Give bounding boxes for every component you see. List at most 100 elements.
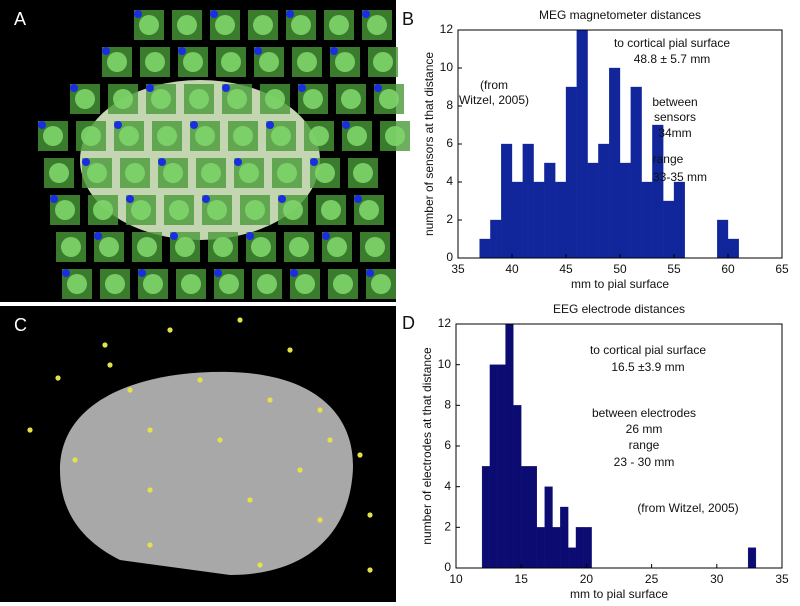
- sensor-disc: [221, 52, 241, 72]
- electrode: [367, 567, 373, 573]
- annotation: to cortical pial surface: [590, 343, 706, 357]
- sensor-disc: [239, 163, 259, 183]
- sensor-disc: [139, 15, 159, 35]
- bar: [641, 181, 653, 259]
- bar: [501, 143, 513, 259]
- bar: [544, 486, 553, 569]
- sensor-disc: [289, 237, 309, 257]
- sensor-point: [374, 84, 382, 92]
- bar: [490, 219, 502, 259]
- panel-label: B: [402, 9, 414, 29]
- sensor-point: [138, 269, 146, 277]
- sensor-disc: [371, 274, 391, 294]
- y-tick-label: 12: [440, 22, 454, 36]
- bar: [630, 86, 642, 259]
- sensor-disc: [169, 200, 189, 220]
- x-tick-label: 15: [515, 572, 529, 586]
- annotation: 26 mm: [626, 422, 663, 436]
- bar: [583, 527, 592, 569]
- sensor-disc: [99, 237, 119, 257]
- sensor-disc: [183, 52, 203, 72]
- sensor-disc: [257, 274, 277, 294]
- y-tick-label: 0: [444, 560, 451, 574]
- y-tick-label: 2: [446, 212, 453, 226]
- electrode: [102, 342, 108, 348]
- sensor-disc: [113, 89, 133, 109]
- bar: [552, 527, 561, 569]
- sensor-point: [158, 158, 166, 166]
- sensor-point: [170, 232, 178, 240]
- sensor-point: [298, 84, 306, 92]
- sensor-disc: [227, 89, 247, 109]
- bar: [479, 238, 491, 259]
- electrode: [257, 562, 263, 568]
- sensor-point: [190, 121, 198, 129]
- sensor-disc: [163, 163, 183, 183]
- sensor-point: [366, 269, 374, 277]
- y-tick-label: 8: [446, 98, 453, 112]
- sensor-point: [310, 158, 318, 166]
- bar: [521, 466, 530, 569]
- brain: [60, 371, 353, 575]
- sensor-point: [38, 121, 46, 129]
- electrode: [317, 407, 323, 413]
- x-tick-label: 50: [613, 262, 627, 276]
- sensor-disc: [157, 126, 177, 146]
- sensor-disc: [329, 15, 349, 35]
- y-tick-label: 12: [438, 316, 452, 330]
- bar: [747, 547, 757, 569]
- sensor-disc: [125, 163, 145, 183]
- sensor-point: [62, 269, 70, 277]
- sensor-point: [202, 195, 210, 203]
- sensor-disc: [61, 237, 81, 257]
- bar: [536, 527, 545, 569]
- y-tick-label: 10: [440, 60, 454, 74]
- y-tick-label: 6: [446, 136, 453, 150]
- annotation: 48.8 ± 5.7 mm: [634, 52, 711, 66]
- annotation: sensors: [654, 110, 696, 124]
- sensor-disc: [277, 163, 297, 183]
- sensor-point: [322, 232, 330, 240]
- bar: [652, 124, 664, 259]
- electrode: [327, 437, 333, 443]
- sensor-point: [266, 121, 274, 129]
- sensor-point: [178, 47, 186, 55]
- bar: [555, 181, 567, 259]
- sensor-point: [278, 195, 286, 203]
- annotation: between electrodes: [592, 406, 696, 420]
- annotation: range: [629, 438, 660, 452]
- bar: [522, 143, 534, 259]
- electrode: [297, 467, 303, 473]
- sensor-disc: [379, 89, 399, 109]
- electrode: [167, 327, 173, 333]
- y-tick-label: 10: [438, 357, 452, 371]
- electrode: [357, 452, 363, 458]
- sensor-disc: [335, 52, 355, 72]
- sensor-disc: [189, 89, 209, 109]
- electrode: [72, 457, 78, 463]
- sensor-disc: [105, 274, 125, 294]
- bar: [497, 364, 506, 569]
- sensor-point: [246, 232, 254, 240]
- sensor-disc: [107, 52, 127, 72]
- bar: [609, 67, 621, 259]
- sensor-disc: [75, 89, 95, 109]
- electrode: [27, 427, 33, 433]
- sensor-point: [134, 10, 142, 18]
- electrode: [147, 487, 153, 493]
- annotation: (from Witzel, 2005): [637, 501, 738, 515]
- sensor-point: [50, 195, 58, 203]
- bar: [673, 181, 685, 259]
- electrode: [55, 375, 61, 381]
- sensor-disc: [67, 274, 87, 294]
- chart-title: EEG electrode distances: [553, 302, 685, 316]
- annotation: (from: [480, 78, 508, 92]
- annotation: between: [652, 95, 697, 109]
- electrode: [107, 362, 113, 368]
- sensor-point: [234, 158, 242, 166]
- bar: [567, 547, 577, 569]
- sensor-disc: [49, 163, 69, 183]
- sensor-point: [70, 84, 78, 92]
- sensor-disc: [181, 274, 201, 294]
